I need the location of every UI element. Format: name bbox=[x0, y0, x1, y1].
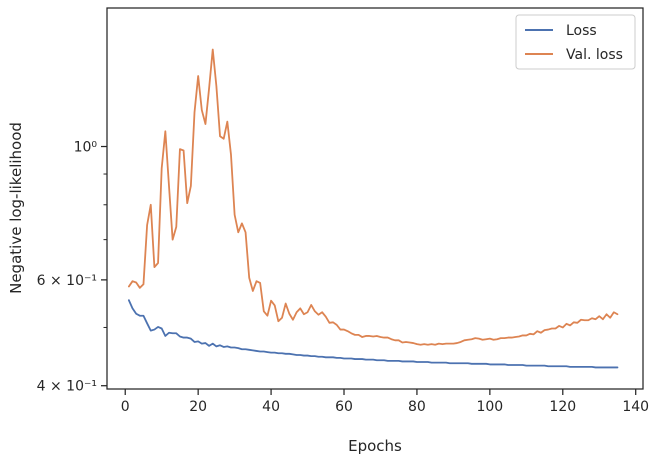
y-axis-label: Negative log-likelihood bbox=[7, 122, 25, 294]
legend-label-loss: Loss bbox=[566, 23, 597, 39]
x-tick-label: 60 bbox=[335, 399, 353, 415]
x-tick-label: 20 bbox=[189, 399, 207, 415]
x-tick-label: 100 bbox=[476, 399, 503, 415]
legend: Loss Val. loss bbox=[515, 14, 636, 70]
x-tick-label: 40 bbox=[262, 399, 280, 415]
y-axis-ticks: 4 × 10⁻¹ 6 × 10⁻¹ 10⁰ bbox=[37, 140, 107, 395]
y-tick-label: 10⁰ bbox=[74, 140, 98, 156]
x-tick-label: 120 bbox=[549, 399, 576, 415]
legend-label-val-loss: Val. loss bbox=[566, 47, 623, 63]
y-tick-label: 6 × 10⁻¹ bbox=[37, 273, 97, 289]
x-tick-label: 140 bbox=[622, 399, 649, 415]
x-tick-label: 80 bbox=[408, 399, 426, 415]
y-tick-label: 4 × 10⁻¹ bbox=[37, 379, 97, 395]
x-axis-ticks: 0 20 40 60 80 100 120 140 bbox=[121, 389, 649, 415]
x-tick-label: 0 bbox=[121, 399, 130, 415]
series-line-loss bbox=[127, 299, 619, 369]
x-axis-label: Epochs bbox=[348, 437, 402, 455]
legend-box bbox=[515, 14, 636, 70]
series-layer bbox=[127, 48, 619, 369]
series-line-val-loss bbox=[127, 48, 619, 346]
plot-frame bbox=[106, 7, 644, 390]
plot-background bbox=[107, 8, 643, 389]
